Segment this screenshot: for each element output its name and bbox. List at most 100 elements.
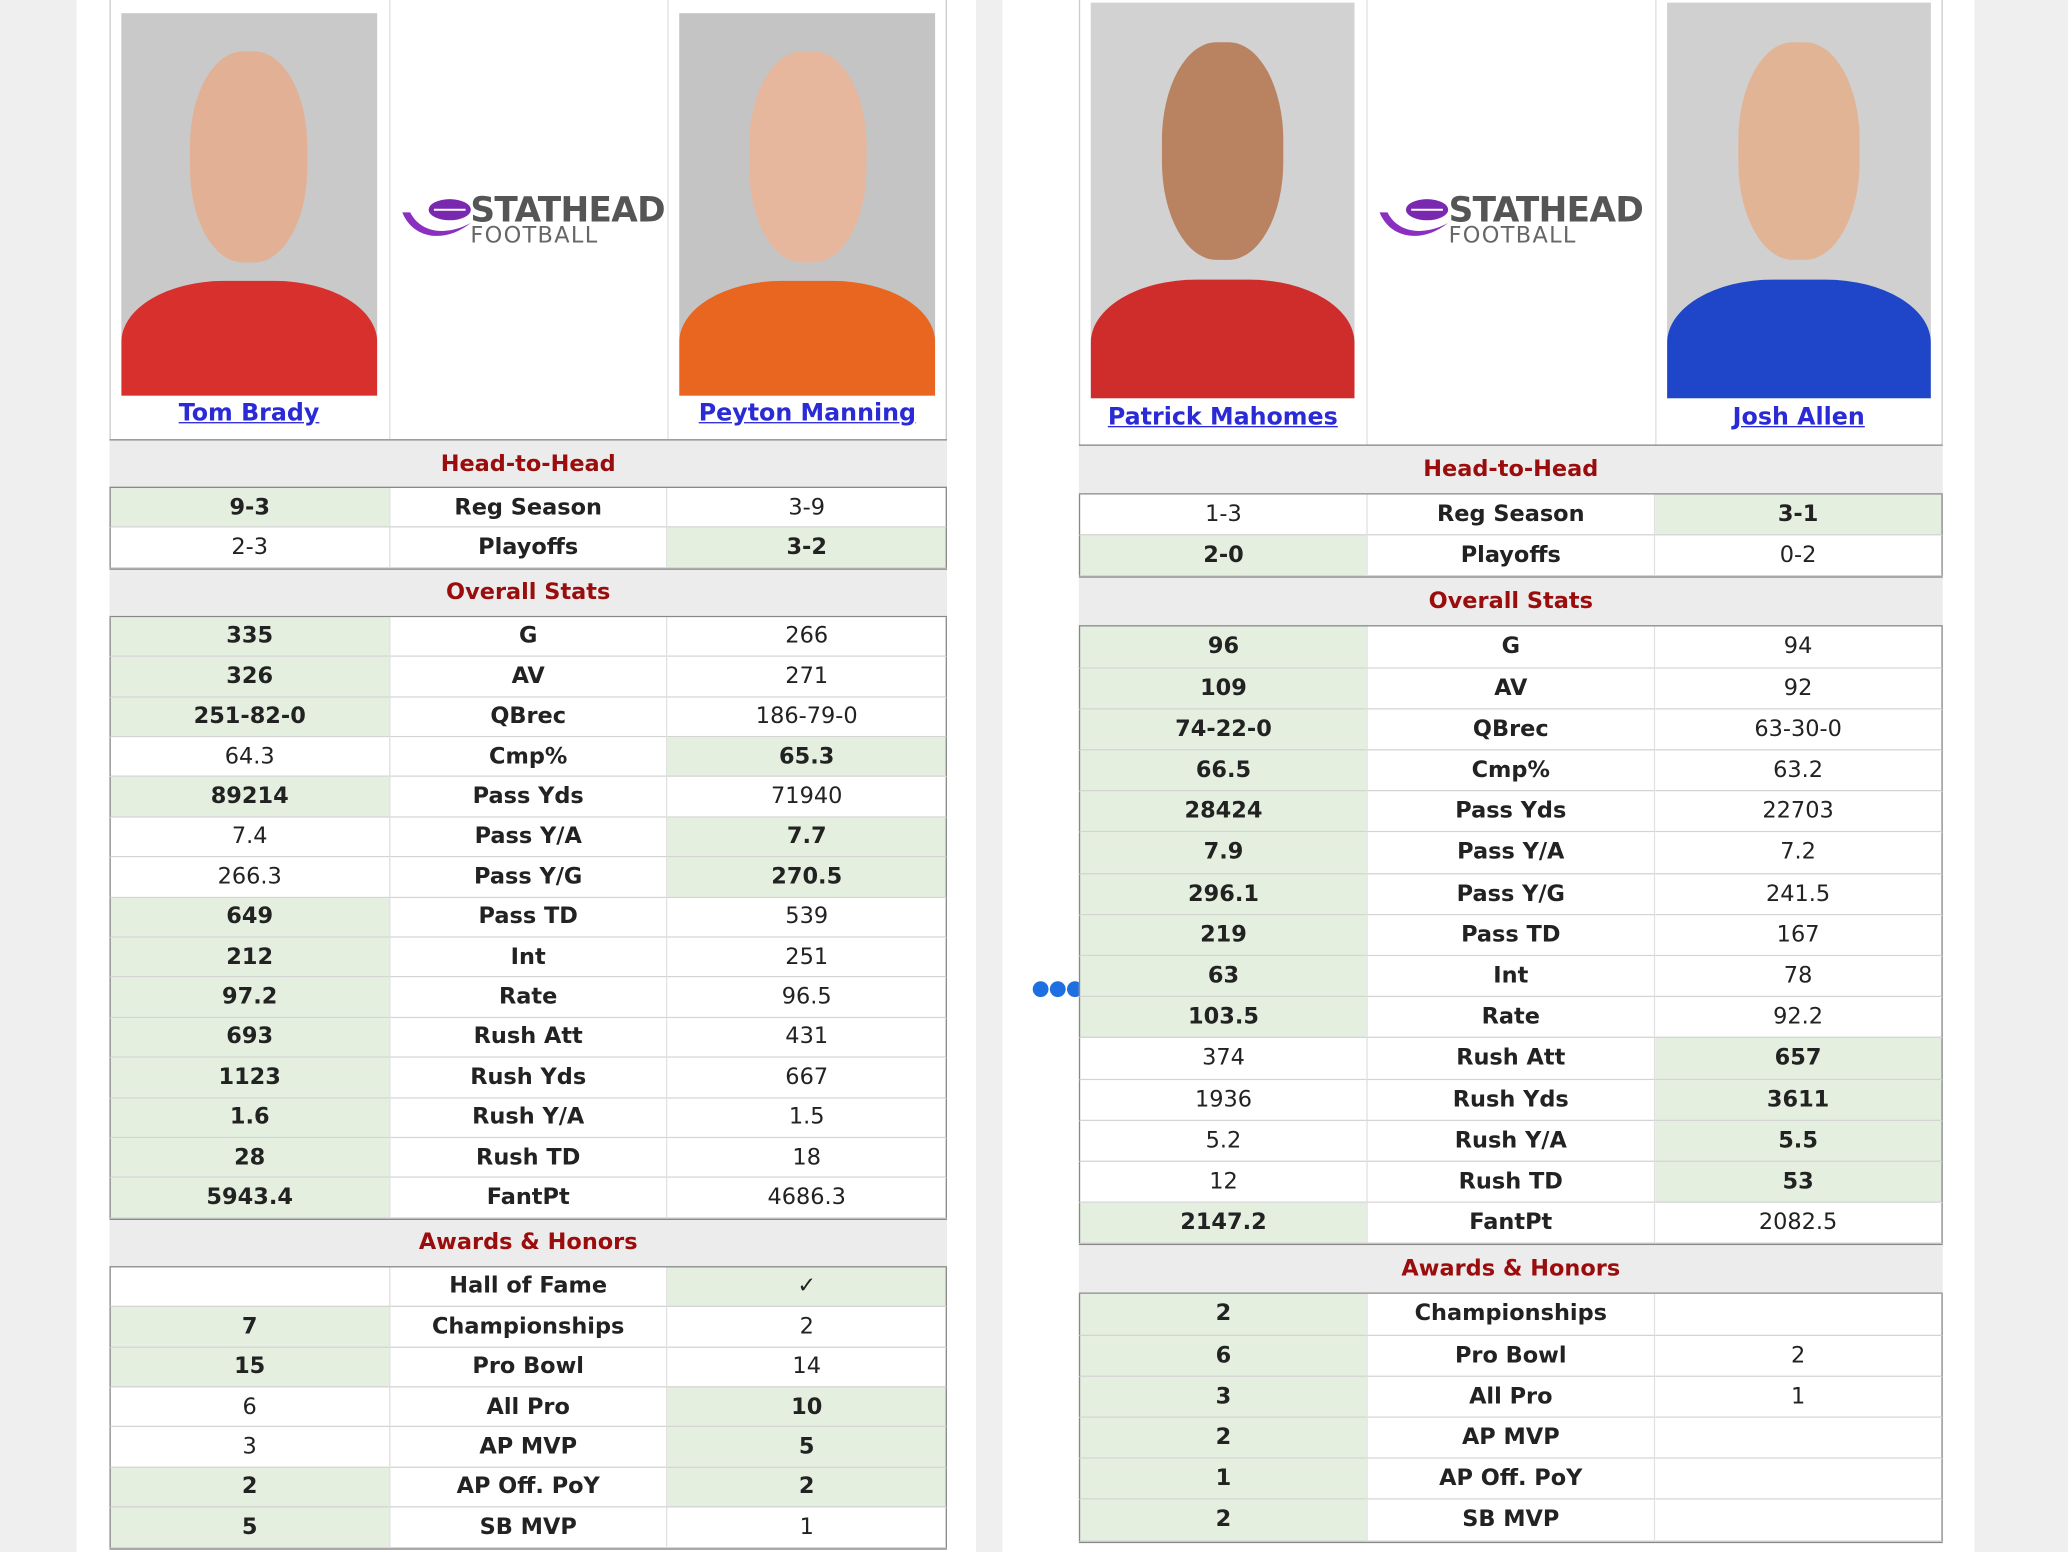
stat-label: Cmp% xyxy=(1366,750,1655,792)
stat-label: Cmp% xyxy=(388,737,668,778)
left-value: 266.3 xyxy=(109,857,389,898)
right-value: 3-9 xyxy=(667,487,947,529)
left-value: 3 xyxy=(109,1427,389,1468)
logo-icon xyxy=(1380,199,1449,236)
right-value: ✓ xyxy=(667,1267,947,1308)
stat-label: SB MVP xyxy=(388,1507,668,1548)
logo-subtitle: FOOTBALL xyxy=(470,222,599,250)
player-name-link[interactable]: Peyton Manning xyxy=(698,399,917,428)
right-value: 7.2 xyxy=(1654,832,1943,874)
player-name-link[interactable]: Tom Brady xyxy=(178,399,320,428)
right-value: 92.2 xyxy=(1654,997,1943,1039)
stat-label: QBrec xyxy=(1366,709,1655,751)
carousel-dots xyxy=(1032,981,1083,998)
right-value: 271 xyxy=(667,657,947,698)
right-value xyxy=(1654,1500,1943,1542)
section-header: Overall Stats xyxy=(1078,576,1943,627)
left-value: 251-82-0 xyxy=(109,697,389,738)
stat-label: Pass TD xyxy=(388,897,668,938)
left-value: 6 xyxy=(1078,1335,1367,1377)
stat-label: Pass Y/A xyxy=(388,817,668,858)
photo-jersey xyxy=(679,280,936,396)
right-value xyxy=(1654,1294,1943,1336)
left-value: 296.1 xyxy=(1078,873,1367,916)
left-value: 2 xyxy=(1078,1417,1367,1459)
player-name-link[interactable]: Patrick Mahomes xyxy=(1107,403,1338,432)
stat-label: QBrec xyxy=(388,697,668,738)
right-value: 2 xyxy=(667,1467,947,1508)
player-photo xyxy=(121,13,377,396)
column-divider xyxy=(1654,0,1657,445)
column-divider xyxy=(1366,0,1369,445)
stat-label: Rush TD xyxy=(1366,1161,1655,1204)
left-value: 1123 xyxy=(109,1058,389,1099)
stat-label: Hall of Fame xyxy=(388,1267,668,1308)
left-value: 326 xyxy=(109,657,389,698)
right-value: 63-30-0 xyxy=(1654,709,1943,751)
left-value: 335 xyxy=(109,616,389,658)
right-value: 251 xyxy=(667,937,947,978)
logo-title: STATHEAD xyxy=(470,191,665,231)
left-value: 1-3 xyxy=(1078,494,1367,536)
right-value: 241.5 xyxy=(1654,873,1943,916)
right-value: 0-2 xyxy=(1654,535,1943,577)
left-value: 2-3 xyxy=(109,528,389,569)
stat-label: All Pro xyxy=(1366,1376,1655,1418)
stat-label: Rush Yds xyxy=(1366,1079,1655,1121)
stat-label: Rate xyxy=(1366,997,1655,1039)
left-value: 3 xyxy=(1078,1376,1367,1418)
stat-label: Reg Season xyxy=(1366,494,1655,536)
stat-label: FantPt xyxy=(388,1178,668,1219)
left-value: 5.2 xyxy=(1078,1120,1367,1162)
right-value: 186-79-0 xyxy=(667,697,947,738)
left-value: 219 xyxy=(1078,915,1367,957)
stat-label: Championships xyxy=(388,1307,668,1348)
right-value: 96.5 xyxy=(667,977,947,1018)
right-value: 167 xyxy=(1654,915,1943,957)
left-value: 7.4 xyxy=(109,817,389,858)
stat-label: Rush Y/A xyxy=(388,1098,668,1139)
right-value: 5.5 xyxy=(1654,1120,1943,1162)
right-value: 14 xyxy=(667,1347,947,1388)
left-value: 9-3 xyxy=(109,487,389,529)
stat-label: Pass Y/G xyxy=(1366,873,1655,916)
left-value: 6 xyxy=(109,1387,389,1428)
stat-label: FantPt xyxy=(1366,1203,1655,1245)
right-value: 539 xyxy=(667,897,947,938)
stat-label: Pro Bowl xyxy=(1366,1335,1655,1377)
left-value: 2 xyxy=(109,1467,389,1508)
left-value: 89214 xyxy=(109,777,389,818)
section-header: Head-to-Head xyxy=(109,439,947,488)
left-value: 2-0 xyxy=(1078,535,1367,577)
right-value: 5 xyxy=(667,1427,947,1468)
stat-label: Pass Yds xyxy=(388,777,668,818)
stat-label: Rush TD xyxy=(388,1138,668,1179)
left-value: 74-22-0 xyxy=(1078,709,1367,751)
left-value: 28424 xyxy=(1078,791,1367,833)
right-value: 10 xyxy=(667,1387,947,1428)
left-value: 103.5 xyxy=(1078,997,1367,1039)
left-value: 1.6 xyxy=(109,1098,389,1139)
section-header: Head-to-Head xyxy=(1078,444,1943,495)
stat-label: Championships xyxy=(1366,1294,1655,1336)
column-divider xyxy=(388,0,390,440)
left-value: 66.5 xyxy=(1078,750,1367,792)
left-value: 63 xyxy=(1078,956,1367,998)
right-value: 270.5 xyxy=(667,857,947,898)
section-header: Overall Stats xyxy=(109,568,947,617)
photo-face xyxy=(748,51,867,262)
right-value: 18 xyxy=(667,1138,947,1179)
right-value: 22703 xyxy=(1654,791,1943,833)
stat-label: AP Off. PoY xyxy=(1366,1458,1655,1501)
stat-label: Rush Att xyxy=(388,1017,668,1059)
stat-label: AP MVP xyxy=(388,1427,668,1468)
column-divider xyxy=(667,0,670,440)
stat-label: Pass Y/A xyxy=(1366,832,1655,874)
stat-label: G xyxy=(1366,626,1655,669)
left-value: 96 xyxy=(1078,626,1367,669)
player-name-link[interactable]: Josh Allen xyxy=(1732,403,1865,432)
player-photo xyxy=(1090,2,1355,399)
right-value: 2 xyxy=(667,1307,947,1348)
